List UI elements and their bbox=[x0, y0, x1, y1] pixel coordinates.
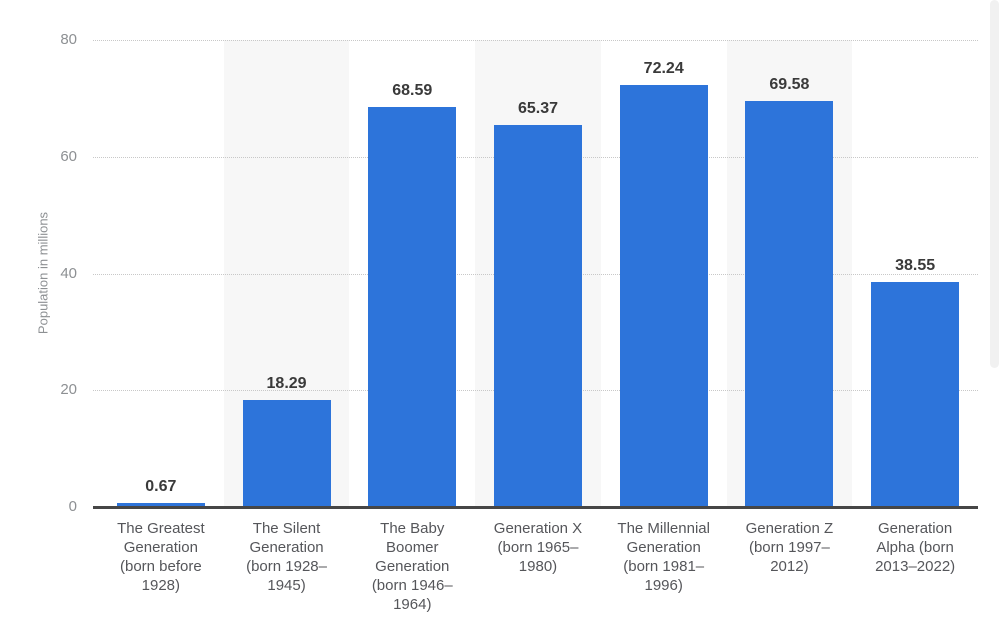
category-label: Generation Z (born 1997– 2012) bbox=[745, 520, 834, 575]
y-tick-label: 80 bbox=[60, 31, 77, 48]
x-axis-line bbox=[93, 506, 978, 509]
y-tick-label: 40 bbox=[60, 264, 77, 282]
gridline bbox=[93, 40, 978, 41]
category-label: The Millennial Generation (born 1981– 19… bbox=[617, 520, 710, 594]
scrollbar-thumb[interactable] bbox=[990, 0, 999, 368]
category-label: The Silent Generation (born 1928– 1945) bbox=[246, 520, 327, 594]
bar[interactable] bbox=[368, 107, 457, 507]
bar[interactable] bbox=[871, 282, 960, 507]
bar[interactable] bbox=[116, 503, 205, 507]
category-label: Generation Alpha (born 2013–2022) bbox=[875, 520, 956, 575]
bar-value-label: 18.29 bbox=[266, 375, 307, 392]
bar[interactable] bbox=[745, 101, 834, 507]
bar-value-label: 65.37 bbox=[517, 100, 559, 117]
bar-value-label: 0.67 bbox=[145, 478, 177, 495]
y-tick-label: 0 bbox=[68, 498, 77, 515]
bar[interactable] bbox=[619, 85, 708, 507]
category-label: The Baby Boomer Generation (born 1946– 1… bbox=[371, 520, 453, 613]
bar[interactable] bbox=[494, 125, 582, 507]
bar-value-label: 72.24 bbox=[643, 60, 684, 77]
bar-value-label: 69.58 bbox=[769, 76, 810, 93]
bar-value-label: 38.55 bbox=[895, 257, 936, 274]
category-label: Generation X (born 1965– 1980) bbox=[493, 520, 583, 575]
category-label: The Greatest Generation (born before 192… bbox=[117, 520, 205, 594]
y-tick-label: 60 bbox=[60, 147, 77, 165]
y-tick-label: 20 bbox=[60, 381, 77, 399]
bar-value-label: 68.59 bbox=[392, 82, 433, 99]
bar[interactable] bbox=[242, 400, 331, 507]
